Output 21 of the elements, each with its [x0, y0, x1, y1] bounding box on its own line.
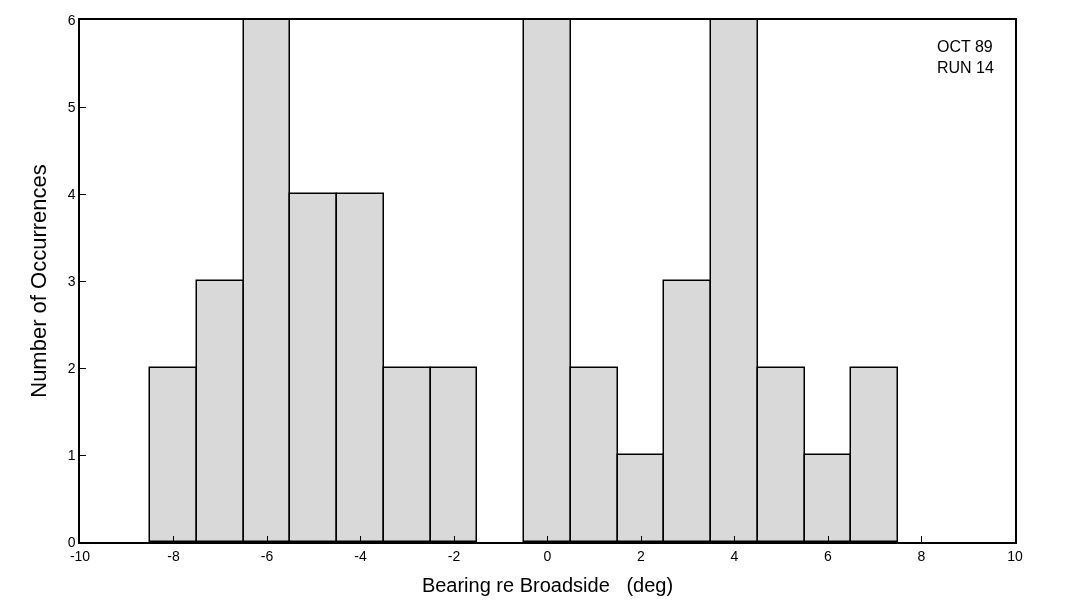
x-axis-title: Bearing re Broadside (deg) [421, 573, 674, 596]
y-tick-label: 0 [67, 533, 76, 550]
x-tick-label: -6 [260, 547, 274, 564]
y-tick-label: 1 [67, 446, 76, 463]
x-tick-label: 4 [730, 547, 739, 564]
x-tick-label: -10 [69, 547, 91, 564]
y-axis-title: Number of Occurrences [25, 164, 51, 398]
x-tick-label: 0 [543, 547, 552, 564]
x-tick-label: -2 [447, 547, 461, 564]
x-tick-label: 8 [917, 547, 926, 564]
y-tick-label: 2 [67, 359, 76, 376]
x-tick-label: 2 [637, 547, 646, 564]
x-tick-label: 10 [1007, 547, 1023, 564]
y-tick-label: 5 [67, 98, 76, 115]
x-tick-label: 6 [824, 547, 833, 564]
y-tick-label: 3 [67, 272, 76, 289]
annotation: OCT 89 RUN 14 [937, 38, 995, 76]
x-tick-label: -8 [167, 547, 180, 564]
y-tick-label: 4 [67, 185, 76, 202]
y-tick-label: 6 [67, 11, 76, 28]
x-tick-label: -4 [354, 547, 367, 564]
